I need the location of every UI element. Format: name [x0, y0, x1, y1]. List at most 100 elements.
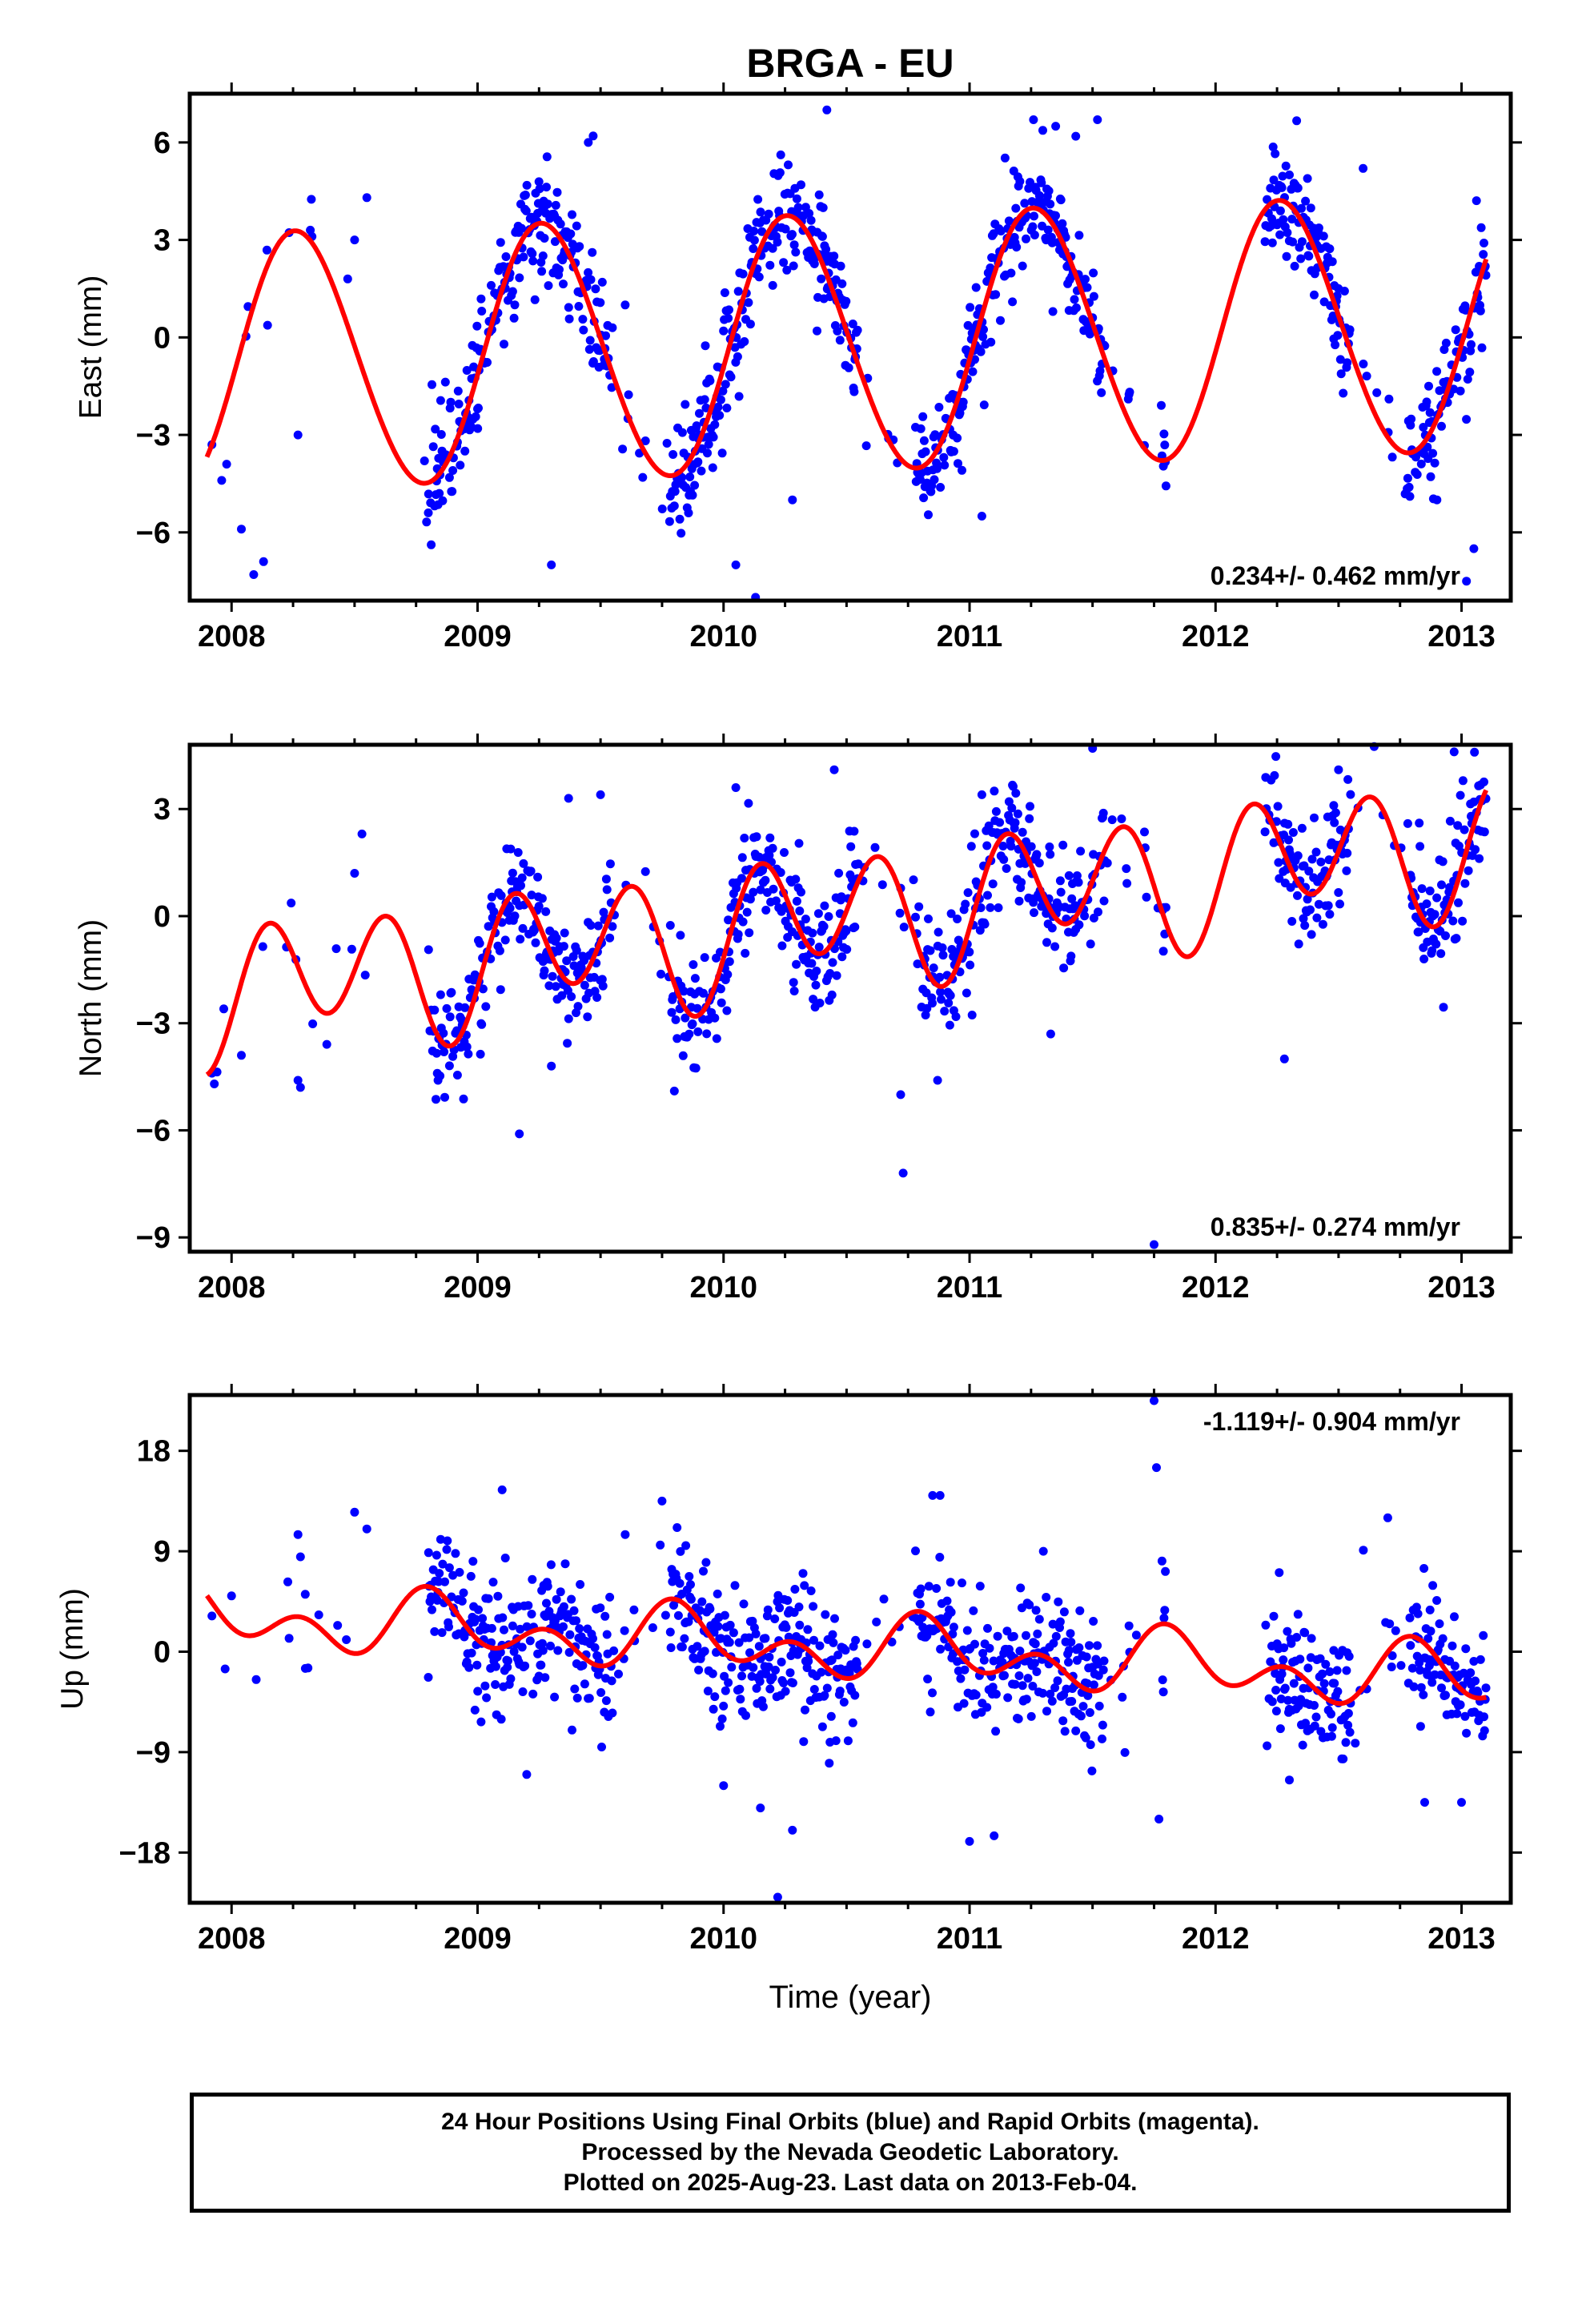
- data-point: [764, 209, 773, 219]
- data-point: [322, 1039, 331, 1049]
- data-point: [942, 1596, 952, 1606]
- data-point: [837, 892, 846, 902]
- data-point: [1033, 1629, 1042, 1638]
- data-point: [933, 1076, 942, 1085]
- data-point: [829, 251, 839, 261]
- data-point: [1459, 1668, 1468, 1678]
- data-point: [1335, 355, 1345, 364]
- data-point: [1289, 1679, 1299, 1688]
- data-point: [1012, 243, 1022, 252]
- data-point: [1056, 887, 1066, 897]
- data-point: [1346, 790, 1355, 799]
- data-point: [1064, 1646, 1074, 1655]
- data-point: [1362, 372, 1371, 381]
- data-point: [720, 288, 729, 297]
- data-point: [1311, 232, 1321, 242]
- data-point: [1015, 177, 1025, 186]
- data-point: [709, 432, 718, 442]
- data-point: [756, 885, 765, 895]
- data-point: [1152, 1463, 1161, 1473]
- data-point: [588, 357, 598, 366]
- data-point: [1336, 369, 1346, 379]
- data-point: [1287, 917, 1297, 926]
- data-point: [1004, 216, 1014, 226]
- data-point: [593, 921, 603, 931]
- data-point: [956, 1674, 966, 1683]
- data-point: [1270, 770, 1279, 780]
- data-point: [1271, 149, 1280, 159]
- data-point: [307, 195, 316, 204]
- data-point: [562, 956, 572, 966]
- data-point: [725, 1638, 734, 1647]
- data-point: [222, 460, 231, 469]
- data-point: [1292, 116, 1302, 126]
- data-point: [1082, 283, 1092, 292]
- data-point: [1456, 386, 1465, 396]
- data-point: [684, 509, 693, 517]
- data-point: [1279, 1655, 1288, 1665]
- data-point: [522, 1770, 532, 1779]
- data-point: [1046, 199, 1055, 209]
- data-point: [436, 430, 446, 439]
- data-point: [478, 984, 488, 994]
- data-point: [1043, 225, 1053, 235]
- data-point: [779, 1679, 789, 1687]
- data-point: [1307, 1634, 1316, 1643]
- data-point: [584, 344, 594, 354]
- data-point: [1059, 1607, 1069, 1617]
- data-point: [1026, 1711, 1036, 1721]
- data-point: [828, 958, 837, 967]
- data-point: [1044, 186, 1054, 195]
- data-point: [730, 1581, 740, 1590]
- data-point: [756, 1803, 765, 1813]
- data-point: [608, 922, 617, 931]
- data-point: [1428, 1581, 1438, 1590]
- data-point: [556, 219, 565, 229]
- data-point: [1032, 1667, 1042, 1676]
- data-point: [1161, 1566, 1170, 1576]
- data-point: [757, 227, 767, 236]
- x-tick-label: 2012: [1182, 1922, 1250, 1956]
- data-point: [788, 1679, 797, 1687]
- data-point: [1427, 946, 1437, 955]
- data-point: [1085, 1641, 1094, 1651]
- data-point: [1023, 1674, 1033, 1683]
- data-point: [331, 944, 341, 954]
- data-point: [909, 875, 918, 885]
- data-point: [733, 930, 743, 939]
- data-point: [1294, 939, 1303, 949]
- data-point: [936, 1644, 946, 1654]
- data-point: [662, 439, 672, 448]
- data-point: [1315, 1654, 1325, 1663]
- data-point: [841, 296, 851, 306]
- data-point: [966, 842, 976, 851]
- data-point: [656, 969, 665, 979]
- data-point: [733, 287, 743, 296]
- data-point: [620, 300, 630, 310]
- data-point: [430, 1005, 440, 1015]
- data-point: [813, 326, 821, 336]
- data-point: [1067, 894, 1077, 903]
- data-point: [1422, 397, 1431, 407]
- data-point: [568, 1725, 576, 1735]
- data-point: [1094, 907, 1102, 917]
- footer-line-3: Plotted on 2025-Aug-23. Last data on 201…: [563, 2169, 1138, 2196]
- data-point: [1070, 295, 1079, 304]
- data-point: [1008, 297, 1018, 307]
- data-point: [1260, 237, 1270, 247]
- data-point: [1396, 1661, 1406, 1671]
- data-point: [559, 942, 568, 951]
- data-point: [444, 1563, 454, 1573]
- data-point: [568, 210, 576, 219]
- data-point: [958, 1578, 966, 1588]
- data-point: [520, 191, 530, 199]
- data-point: [1351, 1739, 1360, 1748]
- data-point: [1419, 955, 1429, 963]
- data-point: [791, 875, 801, 884]
- data-point: [970, 1639, 979, 1649]
- data-point: [1325, 1667, 1335, 1676]
- data-point: [720, 1610, 729, 1620]
- data-point: [538, 1646, 548, 1655]
- data-point: [1298, 1740, 1307, 1750]
- data-point: [460, 446, 470, 456]
